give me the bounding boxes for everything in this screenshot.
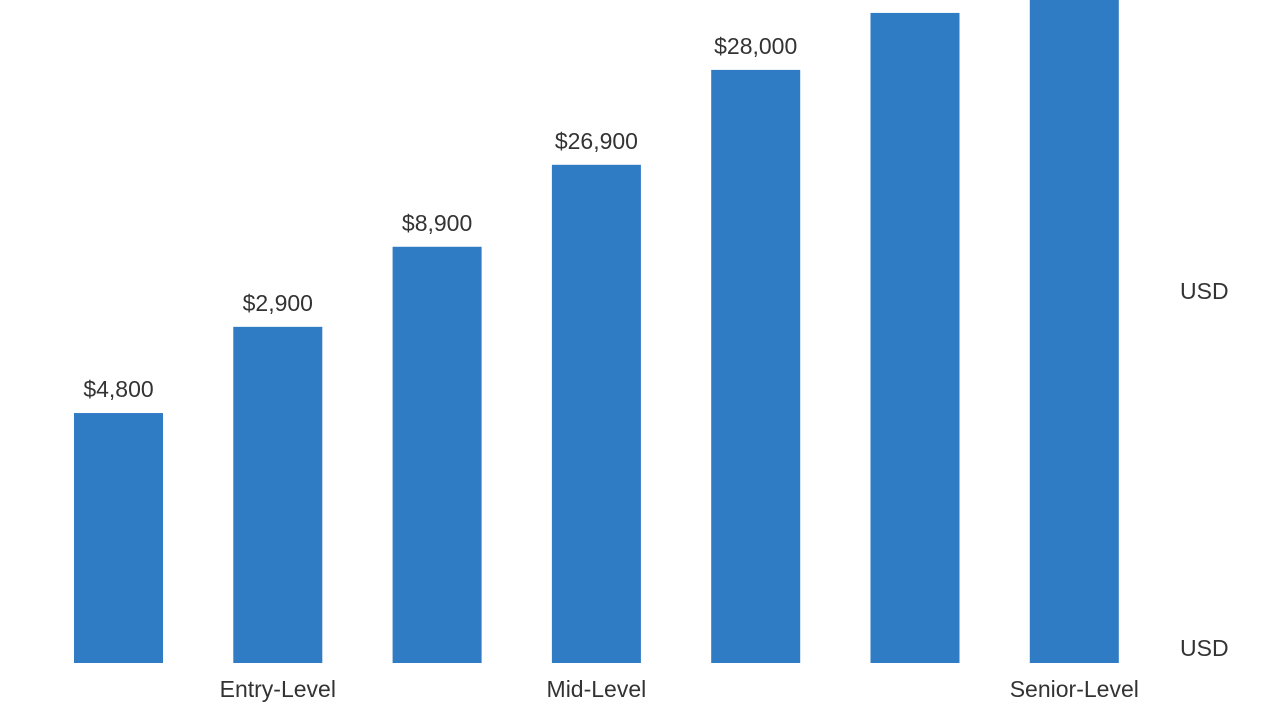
unit-label: USD: [1180, 635, 1229, 661]
bar: [74, 413, 163, 663]
bar-annotation: $26,900: [555, 128, 638, 154]
bar-annotation: $8,900: [402, 210, 472, 236]
bar: [551, 164, 641, 663]
bar: [870, 12, 960, 664]
bar-annotation: $28,000: [714, 33, 797, 59]
x-tick-label: Entry-Level: [220, 676, 336, 702]
unit-label: USD: [1180, 278, 1229, 304]
bar: [233, 326, 323, 663]
x-tick-label: Senior-Level: [1010, 676, 1139, 702]
bar-annotation: $2,900: [243, 290, 313, 316]
x-tick-label: Mid-Level: [547, 676, 647, 702]
bar: [1029, 0, 1119, 663]
bar-annotation: $4,800: [83, 376, 153, 402]
bar: [711, 69, 801, 664]
bar: [392, 246, 482, 664]
